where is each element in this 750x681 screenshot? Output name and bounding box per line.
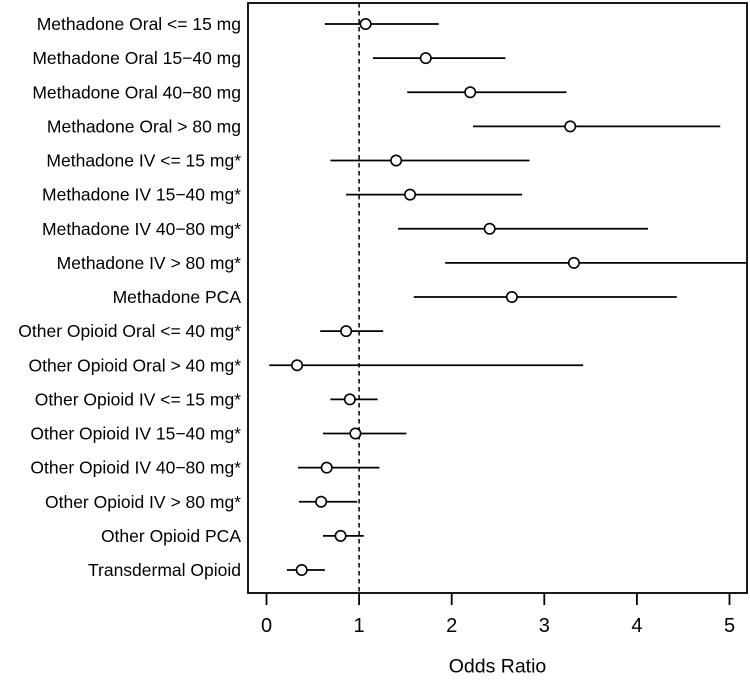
- or-point-marker: [464, 86, 477, 99]
- or-point-marker: [315, 495, 328, 508]
- x-tick-label: 5: [724, 615, 735, 637]
- row-label: Transdermal Opioid: [88, 560, 241, 580]
- row-label: Methadone PCA: [113, 287, 242, 307]
- or-point-marker: [343, 393, 356, 406]
- or-point-marker: [505, 290, 518, 303]
- x-axis-label: Odds Ratio: [449, 656, 547, 678]
- row-label: Other Opioid Oral > 40 mg*: [28, 355, 241, 375]
- x-tick-label: 0: [261, 615, 272, 637]
- x-tick-label: 4: [631, 615, 642, 637]
- row-label: Methadone Oral <= 15 mg: [37, 14, 241, 34]
- or-point-marker: [483, 222, 496, 235]
- or-point-marker: [404, 188, 417, 201]
- or-point-marker: [349, 427, 362, 440]
- x-tick-label: 3: [539, 615, 550, 637]
- plot-frame-group: [247, 2, 748, 594]
- row-label: Other Opioid PCA: [101, 526, 241, 546]
- or-point-marker: [334, 529, 347, 542]
- row-label: Methadone IV 15−40 mg*: [42, 185, 241, 205]
- or-point-marker: [295, 563, 308, 576]
- x-axis-group: 0 1 2 3 4 5: [261, 593, 735, 637]
- row-label: Other Opioid IV 15−40 mg*: [30, 424, 241, 444]
- row-label: Methadone Oral > 80 mg: [47, 116, 241, 136]
- row-label: Other Opioid Oral <= 40 mg*: [18, 321, 241, 341]
- x-tick-label: 1: [354, 615, 365, 637]
- or-point-marker: [359, 17, 372, 30]
- or-point-marker: [390, 154, 403, 167]
- data-rows-group: [269, 17, 747, 576]
- row-label: Methadone Oral 15−40 mg: [32, 48, 241, 68]
- row-label: Methadone IV > 80 mg*: [57, 253, 242, 273]
- row-label: Methadone IV 40−80 mg*: [42, 219, 241, 239]
- or-point-marker: [419, 52, 432, 65]
- row-labels-group: Methadone Oral <= 15 mg Methadone Oral 15…: [18, 14, 241, 580]
- x-tick-label: 2: [446, 615, 457, 637]
- row-label: Other Opioid IV <= 15 mg*: [35, 389, 241, 409]
- or-point-marker: [567, 256, 580, 269]
- row-label: Other Opioid IV > 80 mg*: [45, 492, 241, 512]
- or-point-marker: [320, 461, 333, 474]
- row-label: Methadone Oral 40−80 mg: [32, 82, 241, 102]
- plot-border: [247, 2, 748, 594]
- row-label: Other Opioid IV 40−80 mg*: [30, 458, 241, 478]
- row-label: Methadone IV <= 15 mg*: [46, 151, 241, 171]
- or-point-marker: [340, 325, 353, 338]
- or-point-marker: [564, 120, 577, 133]
- or-point-marker: [291, 359, 304, 372]
